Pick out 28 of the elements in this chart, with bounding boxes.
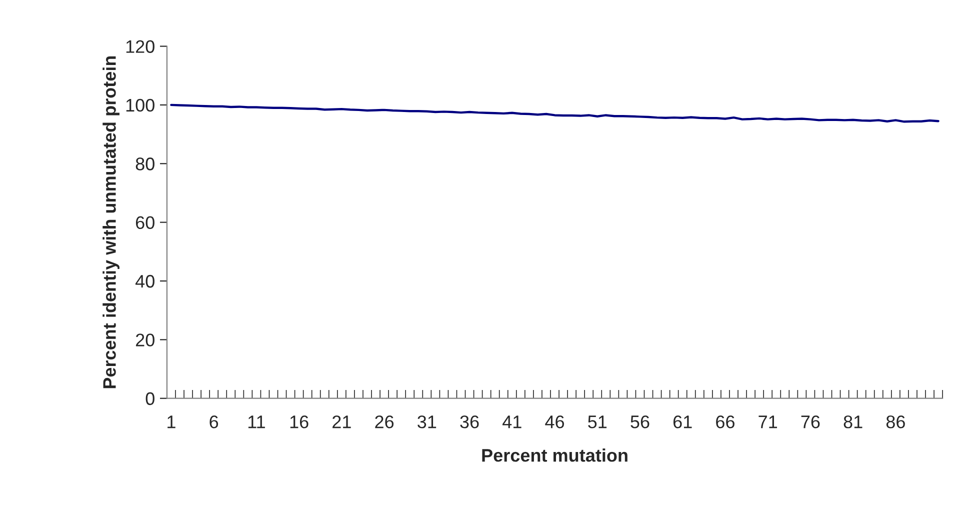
y-tick-label: 100 xyxy=(126,98,154,112)
x-tick-label: 21 xyxy=(332,415,351,428)
x-tick-label: 86 xyxy=(886,415,905,428)
y-tick-label: 0 xyxy=(146,392,154,406)
y-tick-label: 40 xyxy=(135,274,154,288)
x-tick-label: 61 xyxy=(673,415,692,428)
x-tick-label: 76 xyxy=(801,415,820,428)
x-tick-label: 1 xyxy=(168,416,176,428)
y-tick-label: 60 xyxy=(136,216,154,230)
y-tick-label: 80 xyxy=(136,158,154,170)
x-tick-label: 11 xyxy=(248,416,265,428)
line-series xyxy=(170,104,940,123)
y-tick-label: 20 xyxy=(136,334,154,346)
x-tick-label: 66 xyxy=(716,415,734,428)
x-tick-label: 31 xyxy=(418,415,436,428)
x-tick-label: 26 xyxy=(375,415,394,428)
x-tick-label: 41 xyxy=(502,416,522,428)
x-tick-label: 36 xyxy=(460,415,479,428)
y-axis-title: Percent identiy with unmutated protein xyxy=(102,56,120,388)
y-tick-label: 120 xyxy=(126,40,154,53)
x-tick-label: 16 xyxy=(290,415,308,428)
x-tick-label: 56 xyxy=(630,415,650,428)
x-tick-label: 6 xyxy=(210,415,218,428)
x-axis-title: Percent mutation xyxy=(482,448,628,462)
x-tick-label: 71 xyxy=(758,416,777,428)
x-tick-label: 81 xyxy=(844,415,862,428)
x-tick-label: 51 xyxy=(588,416,607,428)
x-tick-label: 46 xyxy=(545,415,564,428)
